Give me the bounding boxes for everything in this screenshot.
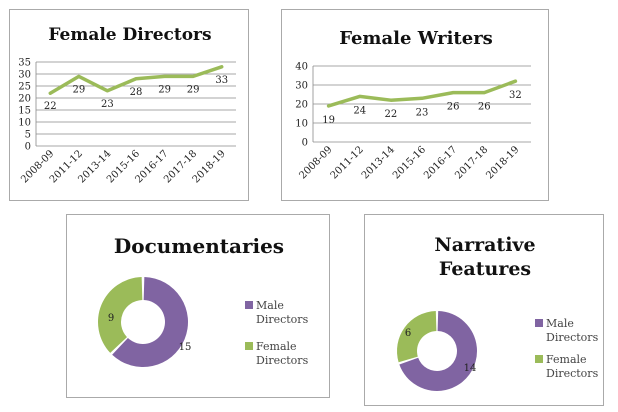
y-tick-label: 0 bbox=[302, 138, 308, 149]
narrative-features-svg: Narrative Features 14 6 Male Directors Femal… bbox=[397, 234, 599, 391]
narrative-features-chart: Narrative Features 14 6 Male Directors Femal… bbox=[364, 214, 604, 406]
slice-value-label: 6 bbox=[405, 328, 411, 339]
y-tick-label: 10 bbox=[18, 118, 31, 129]
data-label: 33 bbox=[215, 75, 228, 86]
legend-label: Male Directors bbox=[256, 299, 309, 326]
x-tick-label: 2008-09 bbox=[298, 144, 335, 181]
y-tick-label: 30 bbox=[295, 81, 308, 92]
y-tick-label: 30 bbox=[18, 70, 31, 81]
y-tick-label: 40 bbox=[295, 62, 308, 73]
legend-swatch bbox=[535, 319, 543, 327]
slice-value-label: 14 bbox=[464, 363, 477, 374]
x-tick-label: 2013-14 bbox=[360, 144, 397, 181]
legend-swatch bbox=[535, 355, 543, 363]
data-label: 22 bbox=[384, 109, 397, 120]
data-label: 32 bbox=[509, 90, 522, 101]
slice-male bbox=[399, 311, 477, 391]
chart-title: Documentaries bbox=[114, 234, 284, 258]
data-label: 19 bbox=[322, 115, 335, 126]
data-label: 29 bbox=[158, 84, 171, 95]
y-tick-label: 20 bbox=[295, 100, 308, 111]
x-tick-label: 2018-19 bbox=[484, 144, 521, 181]
y-tick-label: 15 bbox=[18, 106, 31, 117]
y-tick-label: 0 bbox=[25, 142, 31, 153]
data-label: 23 bbox=[101, 99, 114, 110]
legend-swatch bbox=[245, 342, 253, 350]
x-tick-label: 2017-18 bbox=[453, 144, 490, 181]
slice-value-label: 9 bbox=[108, 313, 114, 324]
documentaries-svg: Documentaries 15 9 Male Directors Female Dire… bbox=[97, 234, 309, 367]
y-tick-label: 10 bbox=[295, 119, 308, 130]
data-label: 28 bbox=[130, 87, 143, 98]
legend-label: Female Directors bbox=[256, 340, 309, 367]
data-label: 24 bbox=[353, 105, 366, 116]
y-tick-label: 25 bbox=[18, 82, 31, 93]
female-directors-svg: Female Directors 051015202530352008-0920… bbox=[18, 25, 236, 186]
y-tick-label: 35 bbox=[18, 58, 31, 69]
chart-title: Female Writers bbox=[339, 28, 493, 49]
slice-female bbox=[397, 311, 437, 363]
data-label: 22 bbox=[44, 101, 57, 112]
legend-swatch bbox=[245, 301, 253, 309]
data-label: 26 bbox=[478, 102, 491, 113]
data-label: 26 bbox=[447, 102, 460, 113]
data-label: 23 bbox=[416, 107, 429, 118]
series-line bbox=[326, 79, 518, 108]
slice-male bbox=[112, 277, 188, 367]
x-tick-label: 2015-16 bbox=[391, 144, 428, 181]
documentaries-chart: Documentaries 15 9 Male Directors Female Dire… bbox=[66, 214, 330, 398]
x-tick-label: 2011-12 bbox=[329, 144, 366, 181]
data-label: 29 bbox=[72, 84, 85, 95]
female-writers-chart: Female Writers 0 10 20 30 40 2008-09 2011-12 20… bbox=[281, 9, 549, 201]
legend-label: Female Directors bbox=[546, 353, 599, 380]
chart-title-line-1: Narrative bbox=[434, 234, 535, 256]
chart-title-line-2: Features bbox=[439, 258, 531, 280]
chart-title: Female Directors bbox=[48, 25, 211, 45]
data-label: 29 bbox=[187, 84, 200, 95]
y-tick-label: 20 bbox=[18, 94, 31, 105]
slice-female bbox=[97, 277, 143, 353]
legend-label: Male Directors bbox=[546, 317, 599, 344]
y-tick-label: 5 bbox=[25, 130, 31, 141]
slice-value-label: 15 bbox=[179, 342, 192, 353]
x-tick-label: 2016-17 bbox=[422, 144, 459, 181]
series-line bbox=[48, 65, 224, 95]
female-writers-svg: Female Writers 0102030402008-092011-1220… bbox=[295, 28, 531, 182]
female-directors-chart: Female Directors 0 5 10 15 20 25 30 35 2008-09 20… bbox=[9, 9, 249, 201]
